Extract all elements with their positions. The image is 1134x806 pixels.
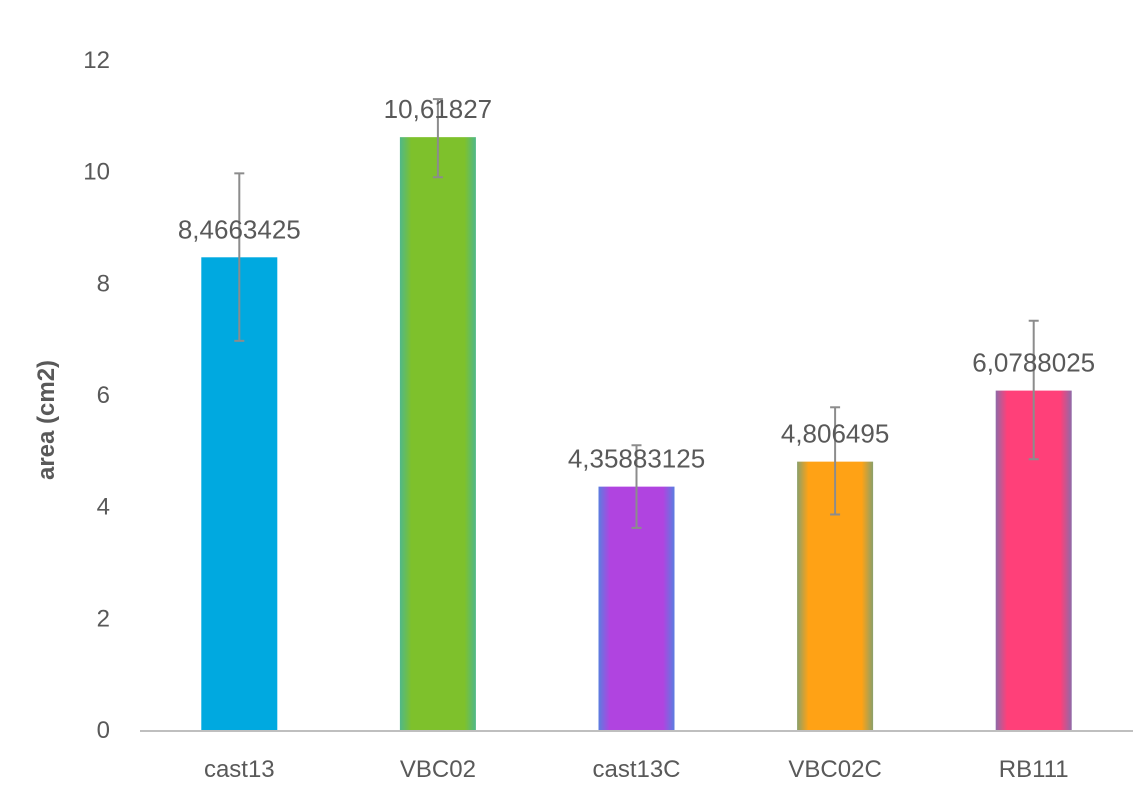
x-tick-label: VBC02 <box>400 756 476 783</box>
x-tick-label: cast13 <box>204 756 275 783</box>
data-label: 4,806495 <box>781 419 889 449</box>
bars <box>201 137 1072 730</box>
error-bar <box>432 98 443 179</box>
data-label: 8,4663425 <box>178 214 301 244</box>
y-axis-title: area (cm2) <box>33 360 60 480</box>
data-label: 4,35883125 <box>568 444 705 474</box>
error-bar <box>1028 319 1039 461</box>
error-bars <box>234 98 1039 529</box>
y-tick-label: 2 <box>97 605 110 632</box>
error-bar <box>830 406 841 516</box>
y-axis-ticks: 0 2 4 6 8 10 12 <box>83 47 110 744</box>
y-tick-label: 8 <box>97 270 110 297</box>
x-tick-label: RB111 <box>999 756 1069 783</box>
bar-vbc02 <box>399 137 476 730</box>
y-tick-label: 10 <box>83 159 110 186</box>
y-tick-label: 4 <box>97 494 110 521</box>
y-tick-label: 6 <box>97 382 110 409</box>
x-tick-label: VBC02C <box>788 756 881 783</box>
data-label: 10,61827 <box>384 94 492 124</box>
x-tick-label: cast13C <box>592 756 680 783</box>
error-bar <box>631 444 642 529</box>
data-label: 6,0788025 <box>972 348 1095 378</box>
error-bar <box>234 172 245 342</box>
data-labels: 8,4663425 10,61827 4,35883125 4,806495 6,078… <box>178 94 1095 473</box>
x-axis-tick-labels: cast13 VBC02 cast13C VBC02C RB111 <box>204 756 1069 783</box>
y-tick-label: 12 <box>83 47 110 74</box>
y-tick-label: 0 <box>97 717 110 744</box>
